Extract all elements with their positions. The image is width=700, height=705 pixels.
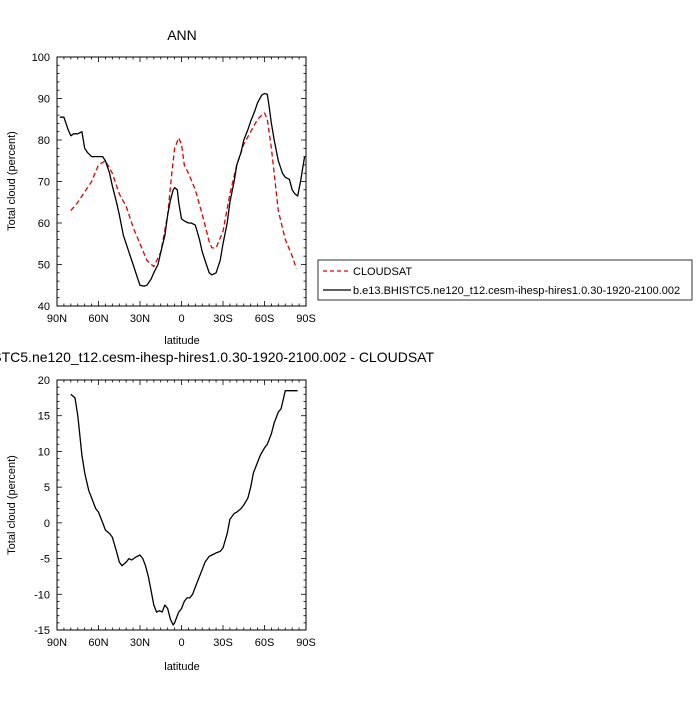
x-tick-label: 30N [130, 637, 150, 649]
y-tick-label: 60 [38, 218, 50, 230]
plot-frame [56, 56, 307, 307]
series-line-1 [59, 92, 306, 287]
chart-title: b.e13.BHISTC5.ne120_t12.cesm-ihesp-hires… [0, 349, 434, 365]
x-tick-label: 60N [88, 313, 108, 325]
x-tick-label: 90N [47, 637, 67, 649]
x-tick-label: 30S [213, 637, 233, 649]
x-tick-label: 90S [296, 637, 316, 649]
plot-area: 90N 60N 30N 0 30S 60S 90S -15 -10 -5 0 5 10 15 20 [34, 375, 316, 649]
x-tick-label: 60S [255, 313, 275, 325]
legend-label-cloudsat: CLOUDSAT [353, 266, 412, 278]
legend-box [317, 259, 693, 301]
series-line-0 [70, 390, 298, 626]
legend-label-model: b.e13.BHISTC5.ne120_t12.cesm-ihesp-hires… [353, 285, 680, 297]
x-tick-label: 30S [213, 313, 233, 325]
y-tick-label: 10 [38, 446, 50, 458]
y-tick-label: 5 [44, 482, 50, 494]
series-line-0 [70, 112, 297, 269]
chart-annual-total-cloud: ANN 90N 60N 30N 0 30S 60S 90S 40 50 60 70 80 90 100 l… [6, 27, 316, 347]
y-tick-label: 90 [38, 94, 50, 106]
x-tick-label: 90N [47, 313, 67, 325]
y-tick-label: -15 [34, 625, 50, 637]
y-tick-label: 0 [44, 518, 50, 530]
y-tick-label: 15 [38, 411, 50, 423]
legend: CLOUDSAT b.e13.BHISTC5.ne120_t12.cesm-ih… [317, 259, 693, 301]
x-axis-label: latitude [164, 335, 199, 347]
y-tick-label: -5 [40, 554, 50, 566]
x-axis-label: latitude [164, 661, 199, 673]
x-tick-label: 60N [88, 637, 108, 649]
y-tick-label: 100 [32, 52, 50, 64]
chart-title: ANN [167, 27, 197, 43]
y-tick-label: 80 [38, 135, 50, 147]
x-tick-label: 30N [130, 313, 150, 325]
y-axis-label: Total cloud (percent) [6, 455, 18, 555]
y-tick-label: -10 [34, 589, 50, 601]
y-tick-label: 20 [38, 375, 50, 387]
chart-difference: b.e13.BHISTC5.ne120_t12.cesm-ihesp-hires… [0, 349, 434, 673]
y-tick-label: 40 [38, 301, 50, 313]
x-tick-label: 0 [178, 637, 184, 649]
y-tick-label: 70 [38, 177, 50, 189]
y-tick-label: 50 [38, 260, 50, 272]
x-tick-label: 0 [178, 313, 184, 325]
y-axis-label: Total cloud (percent) [6, 131, 18, 231]
x-tick-label: 60S [255, 637, 275, 649]
x-tick-label: 90S [296, 313, 316, 325]
plot-area: 90N 60N 30N 0 30S 60S 90S 40 50 60 70 80 90 100 [32, 52, 316, 325]
